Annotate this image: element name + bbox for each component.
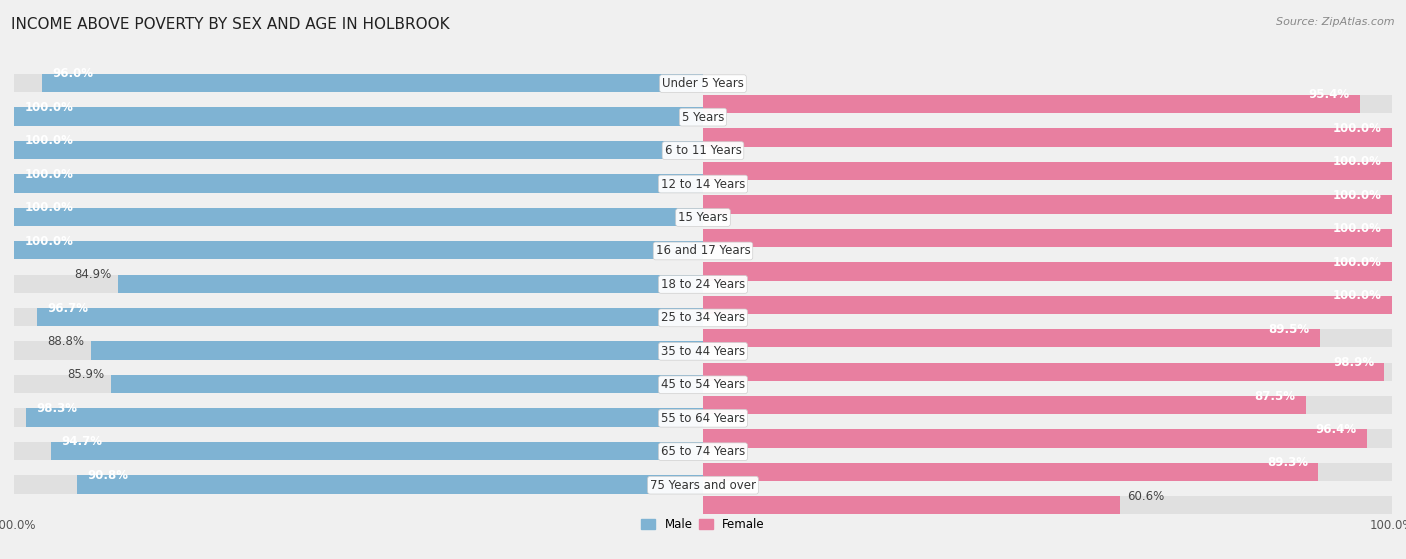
Text: 96.7%: 96.7% [48,301,89,315]
Bar [703,429,1367,448]
Text: 96.4%: 96.4% [1316,423,1357,436]
Bar [703,229,1392,247]
Legend: Male, Female: Male, Female [637,513,769,536]
Bar [703,463,1392,481]
Text: 25 to 34 Years: 25 to 34 Years [661,311,745,324]
Bar [703,95,1392,113]
Bar [14,241,703,259]
Bar [14,207,703,226]
Bar [703,463,1319,481]
Bar [14,107,703,126]
Bar [703,396,1306,414]
Text: INCOME ABOVE POVERTY BY SEX AND AGE IN HOLBROOK: INCOME ABOVE POVERTY BY SEX AND AGE IN H… [11,17,450,32]
Text: 100.0%: 100.0% [1333,255,1382,269]
Bar [703,496,1121,515]
Text: 87.5%: 87.5% [1254,390,1295,402]
Bar [51,442,703,460]
Text: 60.6%: 60.6% [1128,490,1164,503]
Bar [14,409,703,427]
Bar [14,207,703,226]
Text: 89.5%: 89.5% [1268,323,1309,335]
Bar [14,342,703,360]
Text: 88.8%: 88.8% [48,335,84,348]
Text: Source: ZipAtlas.com: Source: ZipAtlas.com [1277,17,1395,27]
Bar [14,475,703,494]
Bar [14,174,703,193]
Text: 65 to 74 Years: 65 to 74 Years [661,445,745,458]
Bar [42,74,703,92]
Bar [703,296,1392,314]
Bar [703,496,1392,515]
Text: 100.0%: 100.0% [24,235,73,248]
Text: 100.0%: 100.0% [1333,289,1382,302]
Text: 89.3%: 89.3% [1267,456,1308,470]
Bar [14,141,703,159]
Bar [14,174,703,193]
Bar [703,262,1392,281]
Bar [703,363,1392,381]
Text: 12 to 14 Years: 12 to 14 Years [661,178,745,191]
Text: 100.0%: 100.0% [1333,189,1382,202]
Bar [111,375,703,394]
Text: 95.4%: 95.4% [1309,88,1350,101]
Text: 100.0%: 100.0% [24,201,73,214]
Text: Under 5 Years: Under 5 Years [662,77,744,90]
Bar [703,162,1392,180]
Text: 98.3%: 98.3% [37,402,77,415]
Bar [703,229,1392,247]
Text: 6 to 11 Years: 6 to 11 Years [665,144,741,157]
Bar [14,74,703,92]
Bar [14,308,703,326]
Text: 100.0%: 100.0% [24,134,73,147]
Bar [703,396,1392,414]
Bar [703,129,1392,147]
Bar [703,296,1392,314]
Bar [14,141,703,159]
Text: 100.0%: 100.0% [1333,122,1382,135]
Text: 16 and 17 Years: 16 and 17 Years [655,244,751,258]
Text: 98.9%: 98.9% [1333,356,1374,369]
Text: 84.9%: 84.9% [75,268,111,281]
Text: 5 Years: 5 Years [682,111,724,124]
Text: 45 to 54 Years: 45 to 54 Years [661,378,745,391]
Bar [703,129,1392,147]
Text: 35 to 44 Years: 35 to 44 Years [661,345,745,358]
Bar [703,195,1392,214]
Text: 15 Years: 15 Years [678,211,728,224]
Bar [14,241,703,259]
Bar [77,475,703,494]
Bar [703,262,1392,281]
Bar [703,195,1392,214]
Text: 55 to 64 Years: 55 to 64 Years [661,412,745,425]
Bar [118,274,703,293]
Text: 100.0%: 100.0% [1333,155,1382,168]
Text: 100.0%: 100.0% [24,168,73,181]
Bar [703,162,1392,180]
Bar [37,308,703,326]
Bar [14,107,703,126]
Bar [91,342,703,360]
Bar [14,442,703,460]
Text: 18 to 24 Years: 18 to 24 Years [661,278,745,291]
Text: 75 Years and over: 75 Years and over [650,479,756,492]
Text: 100.0%: 100.0% [24,101,73,114]
Bar [703,95,1360,113]
Bar [14,375,703,394]
Text: 85.9%: 85.9% [67,368,104,381]
Bar [25,409,703,427]
Bar [703,363,1385,381]
Text: 100.0%: 100.0% [1333,222,1382,235]
Text: 94.7%: 94.7% [60,435,101,448]
Text: 90.8%: 90.8% [87,469,129,482]
Bar [14,274,703,293]
Bar [703,429,1392,448]
Text: 96.0%: 96.0% [52,67,93,80]
Bar [703,329,1320,348]
Bar [703,329,1392,348]
